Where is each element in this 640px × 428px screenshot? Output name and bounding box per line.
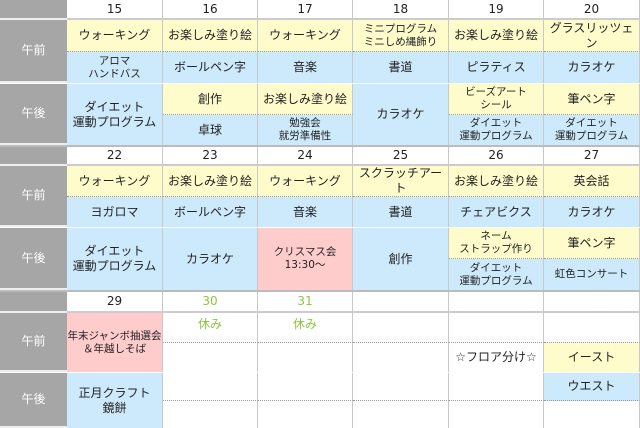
activity-cell[interactable]: ミニプログラム ミニしめ縄飾り (353, 20, 449, 52)
activity-cell[interactable]: スクラッチアート (353, 166, 449, 197)
date-cell: 31 (258, 292, 353, 313)
activity-cell[interactable] (258, 343, 353, 372)
activity-cell[interactable]: ダイエット 運動プログラム (449, 115, 544, 145)
activity-cell[interactable]: カラオケ (163, 228, 258, 290)
am-label: 午前 (0, 313, 67, 372)
activity-cell[interactable] (544, 313, 640, 343)
activity-cell[interactable]: 正月クラフト 鏡餅 (67, 373, 163, 428)
activity-cell[interactable]: ボールペン字 (163, 197, 258, 227)
activity-cell[interactable] (163, 401, 258, 428)
date-cell: 24 (258, 147, 353, 166)
date-cell: 22 (67, 147, 163, 166)
activity-cell[interactable]: ウォーキング (258, 166, 353, 197)
activity-cell[interactable]: お楽しみ塗り絵 (258, 84, 353, 115)
activity-cell[interactable]: お楽しみ塗り絵 (163, 166, 258, 197)
pm-label: 午後 (0, 228, 67, 290)
activity-cell[interactable]: 勉強会 就労準備性 (258, 115, 353, 145)
activity-cell[interactable]: クリスマス会 13:30～ (258, 228, 353, 290)
activity-cell[interactable] (163, 373, 258, 401)
date-cell: 26 (449, 147, 544, 166)
activity-cell[interactable]: カラオケ (353, 84, 449, 145)
activity-cell[interactable]: 休み (163, 313, 258, 343)
activity-cell[interactable] (544, 401, 640, 428)
date-cell: 19 (449, 0, 544, 20)
date-cell: 23 (163, 147, 258, 166)
date-cell: 17 (258, 0, 353, 20)
activity-cell[interactable]: 書道 (353, 197, 449, 227)
date-cell (353, 292, 449, 313)
date-cell: 16 (163, 0, 258, 20)
activity-cell[interactable] (258, 373, 353, 401)
activity-cell[interactable]: 休み (258, 313, 353, 343)
week-separator (0, 145, 640, 147)
corner-cell (0, 292, 67, 313)
activity-cell[interactable]: ☆フロア分け☆ (449, 343, 544, 372)
date-cell: 29 (67, 292, 163, 313)
activity-cell[interactable] (353, 373, 449, 401)
activity-cell[interactable]: 音楽 (258, 52, 353, 83)
activity-cell[interactable] (353, 401, 449, 428)
activity-cell[interactable] (449, 373, 544, 401)
activity-cell[interactable]: 創作 (163, 84, 258, 115)
activity-cell[interactable]: 創作 (353, 228, 449, 290)
activity-cell[interactable]: イースト (544, 343, 640, 372)
activity-cell[interactable]: カラオケ (544, 52, 640, 83)
date-cell: 18 (353, 0, 449, 20)
activity-cell[interactable]: 虹色コンサート (544, 259, 640, 290)
activity-cell[interactable] (353, 343, 449, 372)
week-separator (0, 290, 640, 292)
activity-cell[interactable]: ダイエット 運動プログラム (544, 115, 640, 145)
activity-cell[interactable]: ビーズアート シール (449, 84, 544, 115)
pm-label: 午後 (0, 84, 67, 145)
date-cell: 27 (544, 147, 640, 166)
activity-cell[interactable]: お楽しみ塗り絵 (449, 166, 544, 197)
date-cell: 20 (544, 0, 640, 20)
activity-cell[interactable]: ピラティス (449, 52, 544, 83)
activity-cell[interactable]: グラスリッツェン (544, 20, 640, 52)
activity-cell[interactable]: ネーム ストラップ作り (449, 228, 544, 259)
activity-cell[interactable]: ダイエット 運動プログラム (67, 228, 163, 290)
date-cell: 25 (353, 147, 449, 166)
activity-cell[interactable]: 筆ペン字 (544, 84, 640, 115)
activity-cell[interactable]: 音楽 (258, 197, 353, 227)
activity-cell[interactable]: お楽しみ塗り絵 (163, 20, 258, 52)
activity-cell[interactable]: 年末ジャンボ抽選会 ＆年越しそば (67, 313, 163, 372)
activity-cell[interactable] (258, 401, 353, 428)
activity-cell[interactable]: お楽しみ塗り絵 (449, 20, 544, 52)
activity-cell[interactable]: ダイエット 運動プログラム (67, 84, 163, 145)
corner-cell (0, 147, 67, 166)
activity-cell[interactable] (353, 313, 449, 343)
activity-cell[interactable]: ウエスト (544, 373, 640, 401)
am-label: 午前 (0, 20, 67, 83)
activity-cell[interactable] (449, 313, 544, 343)
activity-cell[interactable]: ボールペン字 (163, 52, 258, 83)
date-cell (544, 292, 640, 313)
activity-cell[interactable]: アロマ ハンドバス (67, 52, 163, 83)
activity-cell[interactable]: チェアビクス (449, 197, 544, 227)
date-cell (449, 292, 544, 313)
activity-cell[interactable]: 英会話 (544, 166, 640, 197)
activity-cell[interactable]: ウォーキング (67, 20, 163, 52)
date-cell: 15 (67, 0, 163, 20)
activity-cell[interactable]: 卓球 (163, 115, 258, 145)
activity-cell[interactable]: 筆ペン字 (544, 228, 640, 259)
activity-cell[interactable]: ダイエット 運動プログラム (449, 259, 544, 290)
activity-cell[interactable]: ヨガロマ (67, 197, 163, 227)
activity-cell[interactable]: ウォーキング (258, 20, 353, 52)
activity-cell[interactable] (449, 401, 544, 428)
corner-cell (0, 0, 67, 20)
am-label: 午前 (0, 166, 67, 227)
date-cell: 30 (163, 292, 258, 313)
activity-cell[interactable] (163, 343, 258, 372)
activity-cell[interactable]: カラオケ (544, 197, 640, 227)
activity-cell[interactable]: 書道 (353, 52, 449, 83)
pm-label: 午後 (0, 373, 67, 428)
activity-cell[interactable]: ウォーキング (67, 166, 163, 197)
